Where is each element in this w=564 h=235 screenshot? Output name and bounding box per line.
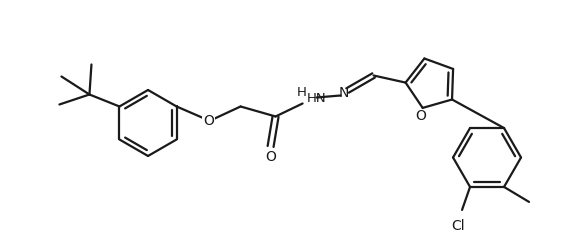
Text: O: O [415, 109, 426, 123]
Text: O: O [265, 150, 276, 164]
Text: Cl: Cl [451, 219, 465, 233]
Text: HN: HN [307, 92, 326, 105]
Text: H: H [297, 86, 306, 99]
Text: N: N [338, 86, 349, 101]
Text: O: O [203, 114, 214, 129]
